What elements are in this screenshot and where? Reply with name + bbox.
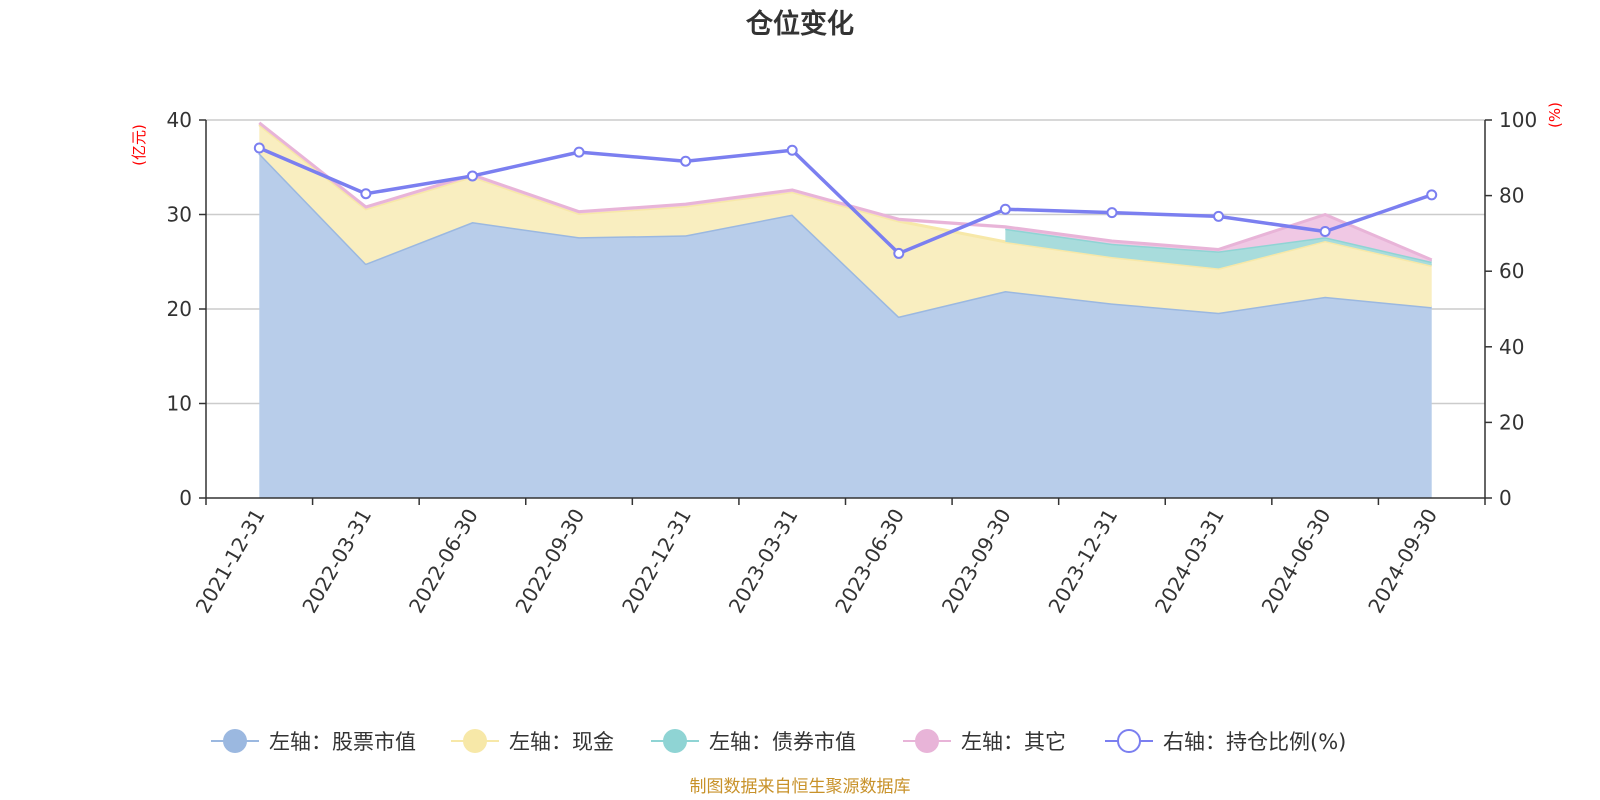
right-tick-label: 60 xyxy=(1499,259,1524,283)
ratio-point xyxy=(680,155,692,167)
left-tick-label: 20 xyxy=(167,297,192,321)
ratio-point xyxy=(786,144,798,156)
ratio-point xyxy=(1213,210,1225,222)
ratio-line-path xyxy=(258,146,1433,256)
area-fill xyxy=(259,124,1432,317)
left-tick-label: 0 xyxy=(179,486,192,510)
legend-item[interactable]: 左轴：现金 xyxy=(451,729,614,754)
ratio-point xyxy=(999,203,1011,215)
ratio-point xyxy=(573,146,585,158)
x-tick-label: 2022-12-31 xyxy=(617,505,696,618)
x-tick-label: 2022-06-30 xyxy=(404,505,483,618)
ratio-point xyxy=(360,188,372,200)
ratio-point xyxy=(1426,189,1438,201)
legend-item[interactable]: 左轴：债券市值 xyxy=(651,729,856,754)
legend-label: 左轴：股票市值 xyxy=(269,730,416,754)
chart-title: 仓位变化 xyxy=(745,8,854,40)
right-tick-label: 100 xyxy=(1499,108,1537,132)
x-tick-label: 2023-12-31 xyxy=(1043,505,1122,618)
x-tick-label: 2022-09-30 xyxy=(510,505,589,618)
legend-item[interactable]: 左轴：其它 xyxy=(903,729,1066,754)
legend[interactable]: 左轴：股票市值 左轴：现金 左轴：债券市值 左轴：其它 右轴：持仓比例(%) xyxy=(211,729,1346,754)
legend-item[interactable]: 左轴：股票市值 xyxy=(211,729,416,754)
left-axis-unit: (亿元) xyxy=(130,124,148,166)
left-tick-label: 10 xyxy=(167,392,192,416)
legend-label: 右轴：持仓比例(%) xyxy=(1163,730,1346,754)
area-fill xyxy=(259,153,1432,498)
x-tick-label: 2024-09-30 xyxy=(1363,505,1442,618)
ratio-point xyxy=(466,170,478,182)
legend-label: 左轴：现金 xyxy=(509,730,614,754)
legend-label: 左轴：其它 xyxy=(961,730,1066,754)
legend-marker xyxy=(223,729,247,753)
legend-label: 左轴：债券市值 xyxy=(709,730,856,754)
left-tick-label: 30 xyxy=(167,203,192,227)
legend-marker xyxy=(463,729,487,753)
data-source-note: 制图数据来自恒生聚源数据库 xyxy=(690,777,911,797)
legend-marker xyxy=(915,729,939,753)
legend-marker xyxy=(663,729,687,753)
legend-item[interactable]: 右轴：持仓比例(%) xyxy=(1105,729,1346,754)
holding-ratio-line xyxy=(253,142,1438,259)
x-tick-label: 2023-06-30 xyxy=(830,505,909,618)
ratio-point xyxy=(1319,226,1331,238)
ratio-point xyxy=(253,142,265,154)
stacked-areas xyxy=(258,121,1433,498)
right-axis-unit: (%) xyxy=(1546,102,1564,128)
x-tick-label: 2024-06-30 xyxy=(1257,505,1336,618)
x-tick-label: 2023-03-31 xyxy=(724,505,803,618)
x-tick-label: 2021-12-31 xyxy=(191,505,270,618)
x-tick-label: 2023-09-30 xyxy=(937,505,1016,618)
ratio-point xyxy=(893,247,905,259)
x-tick-label: 2024-03-31 xyxy=(1150,505,1229,618)
right-tick-label: 40 xyxy=(1499,335,1524,359)
ratio-point xyxy=(1106,207,1118,219)
x-tick-label: 2022-03-31 xyxy=(297,505,376,618)
right-tick-label: 0 xyxy=(1499,486,1512,510)
left-tick-label: 40 xyxy=(167,108,192,132)
legend-marker xyxy=(1117,729,1141,753)
right-tick-label: 20 xyxy=(1499,410,1524,434)
right-tick-label: 80 xyxy=(1499,184,1524,208)
